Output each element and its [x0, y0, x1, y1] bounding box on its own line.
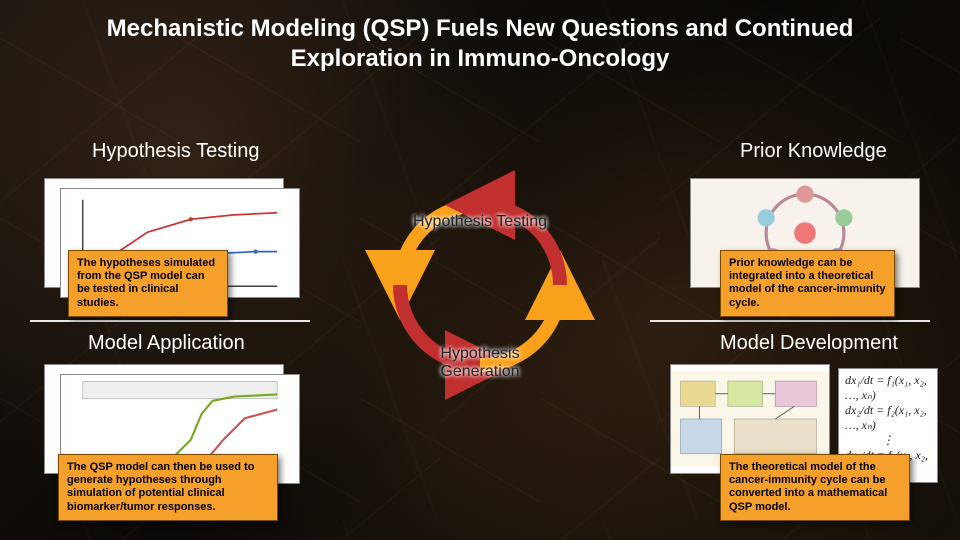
- heading-model-application: Model Application: [88, 332, 245, 355]
- callout-hypothesis-testing: The hypotheses simulated from the QSP mo…: [68, 250, 228, 317]
- divider-right: [650, 320, 930, 322]
- cycle-arrows: Hypothesis Testing Hypothesis Generation: [380, 185, 580, 385]
- cycle-label-bottom: Hypothesis Generation: [410, 345, 550, 381]
- divider-left: [30, 320, 310, 322]
- slide: Mechanistic Modeling (QSP) Fuels New Que…: [0, 0, 960, 540]
- cycle-label-top: Hypothesis Testing: [410, 213, 550, 231]
- eq-dots: ⋮: [845, 433, 931, 448]
- callout-model-development: The theoretical model of the cancer-immu…: [720, 454, 910, 521]
- eq-1: dx₁/dt = f₁(x₁, x₂, …, xₙ): [845, 373, 931, 403]
- eq-2: dx₂/dt = f₂(x₁, x₂, …, xₙ): [845, 403, 931, 433]
- callout-prior-knowledge: Prior knowledge can be integrated into a…: [720, 250, 895, 317]
- slide-title: Mechanistic Modeling (QSP) Fuels New Que…: [0, 14, 960, 74]
- heading-hypothesis-testing: Hypothesis Testing: [92, 140, 260, 163]
- heading-model-development: Model Development: [720, 332, 898, 355]
- callout-model-application: The QSP model can then be used to genera…: [58, 454, 278, 521]
- heading-prior-knowledge: Prior Knowledge: [740, 140, 887, 163]
